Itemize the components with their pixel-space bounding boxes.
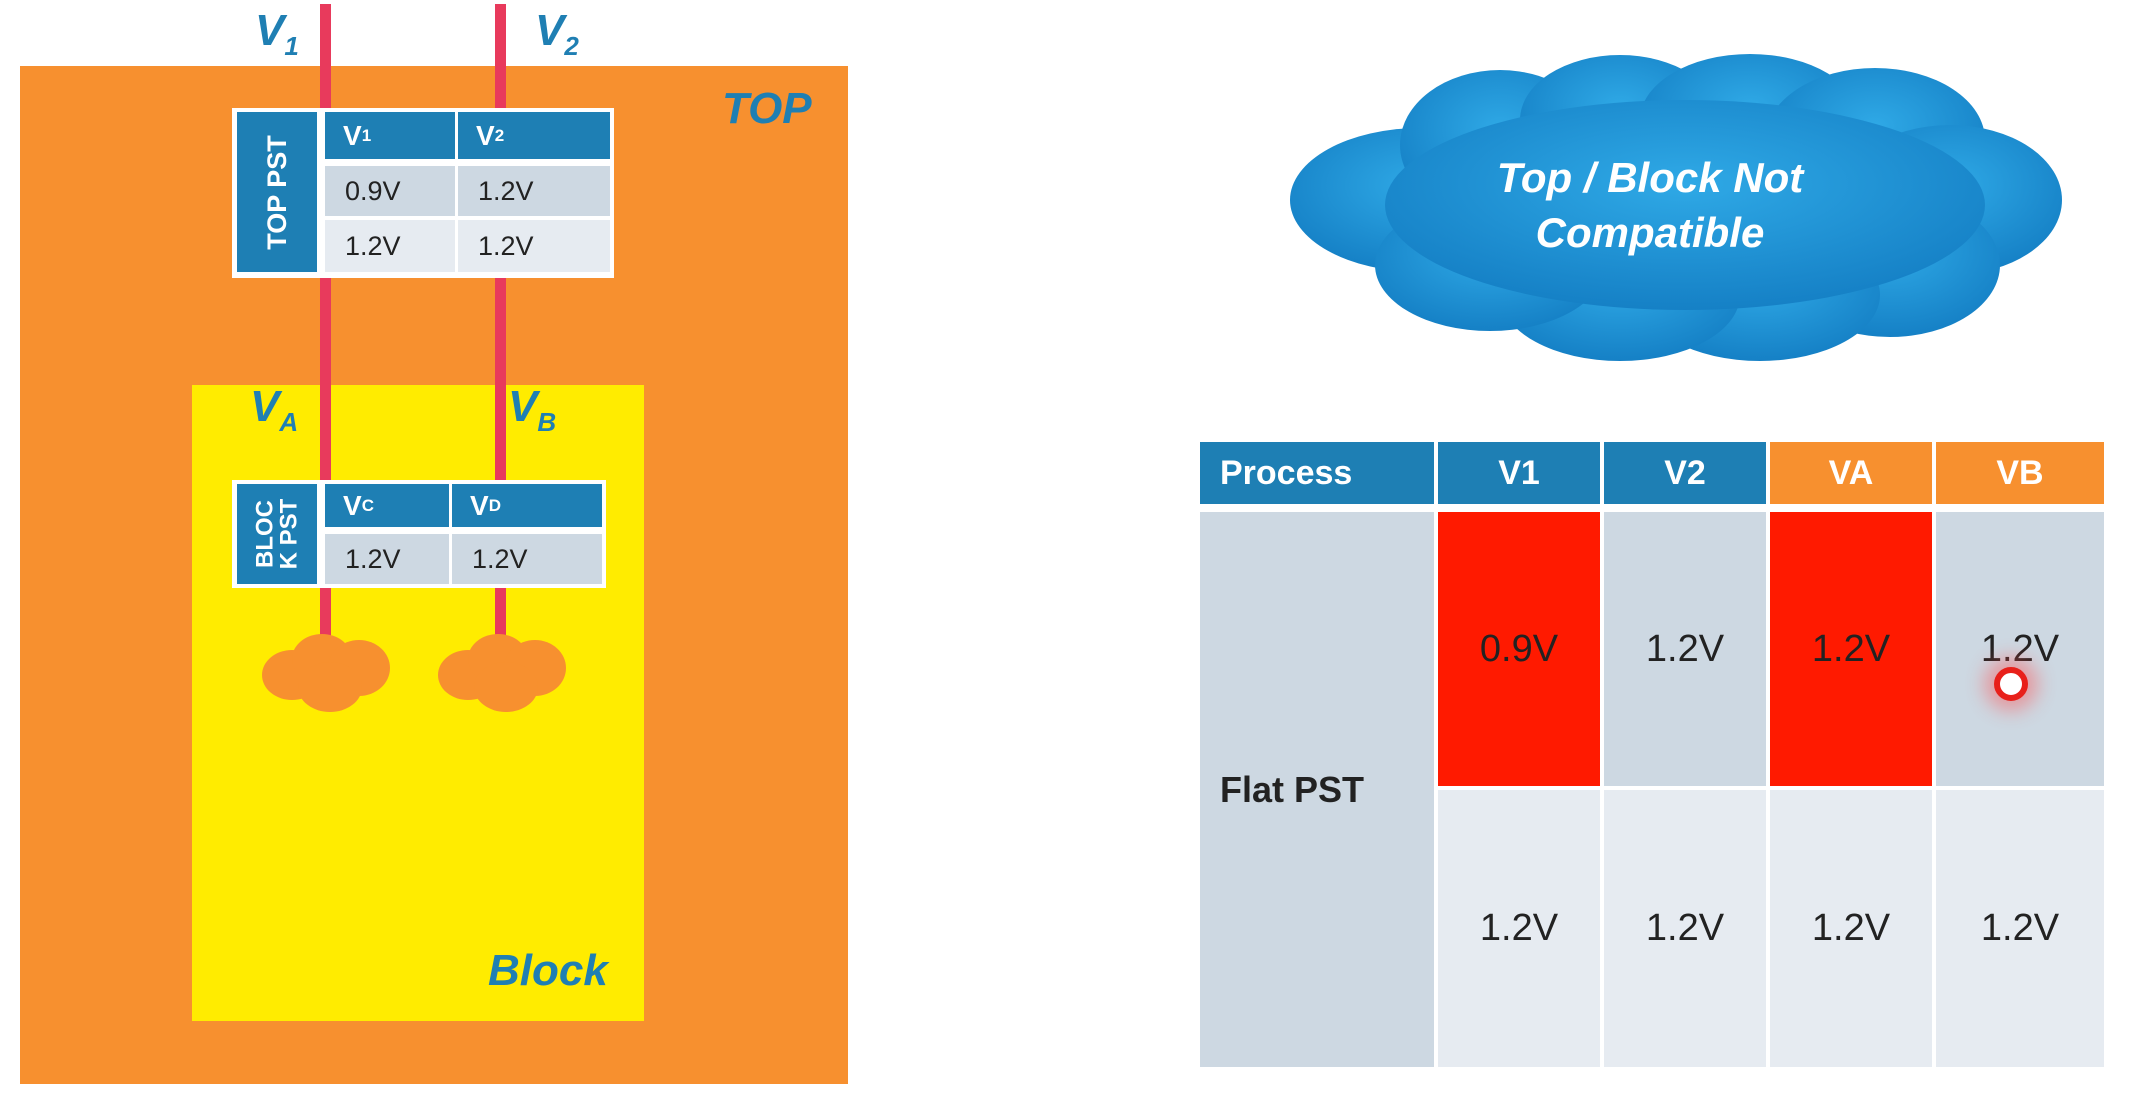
signal-label-vb: VB — [508, 382, 557, 437]
top-pst-cell: 1.2V — [325, 220, 455, 272]
flat-table-row-label: Flat PST — [1200, 512, 1434, 1067]
block-pst-cell: 1.2V — [452, 534, 602, 584]
flat-table-header-process: Process — [1200, 442, 1434, 504]
flat-table-cell: 1.2V — [1604, 512, 1766, 786]
pointer-cursor-icon — [1994, 667, 2028, 701]
top-pst-title: TOP PST — [237, 112, 317, 272]
block-region-label: Block — [488, 946, 608, 995]
cloud-message-line1: Top / Block Not — [1496, 154, 1804, 201]
signal-label-v2: V2 — [535, 6, 579, 61]
wire-vc — [320, 582, 331, 638]
flat-table-cell: 1.2V — [1770, 790, 1932, 1067]
top-pst-cell: 1.2V — [458, 220, 610, 272]
wire-v2-vb — [495, 278, 506, 483]
top-region-label: TOP — [722, 84, 812, 133]
flat-table-cell: 1.2V — [1936, 512, 2104, 786]
signal-label-va: VA — [250, 382, 299, 437]
flat-table-header-vb: VB — [1936, 442, 2104, 504]
block-pst-cell: 1.2V — [325, 534, 449, 584]
flat-table-cell: 1.2V — [1604, 790, 1766, 1067]
top-pst-cell: 1.2V — [458, 166, 610, 216]
cloud-shape — [1290, 54, 2062, 361]
cloud-message-line2: Compatible — [1535, 209, 1765, 256]
signal-label-v1: V1 — [255, 6, 299, 61]
load-blob-right — [438, 630, 570, 714]
flat-table-cell-incompatible: 1.2V — [1770, 512, 1932, 786]
flat-table-header-va: VA — [1770, 442, 1932, 504]
top-pst-cell: 0.9V — [325, 166, 455, 216]
load-blob-left — [262, 630, 394, 714]
cloud-message: Top / Block Not Compatible — [1420, 150, 1880, 260]
wire-vd — [495, 582, 506, 638]
wire-v1-va — [320, 278, 331, 483]
flat-table-header-v1: V1 — [1438, 442, 1600, 504]
flat-table-cell: 1.2V — [1438, 790, 1600, 1067]
flat-table-header-v2: V2 — [1604, 442, 1766, 504]
flat-table-cell: 1.2V — [1936, 790, 2104, 1067]
block-pst-title: BLOC K PST — [237, 484, 317, 584]
flat-table-cell-incompatible: 0.9V — [1438, 512, 1600, 786]
